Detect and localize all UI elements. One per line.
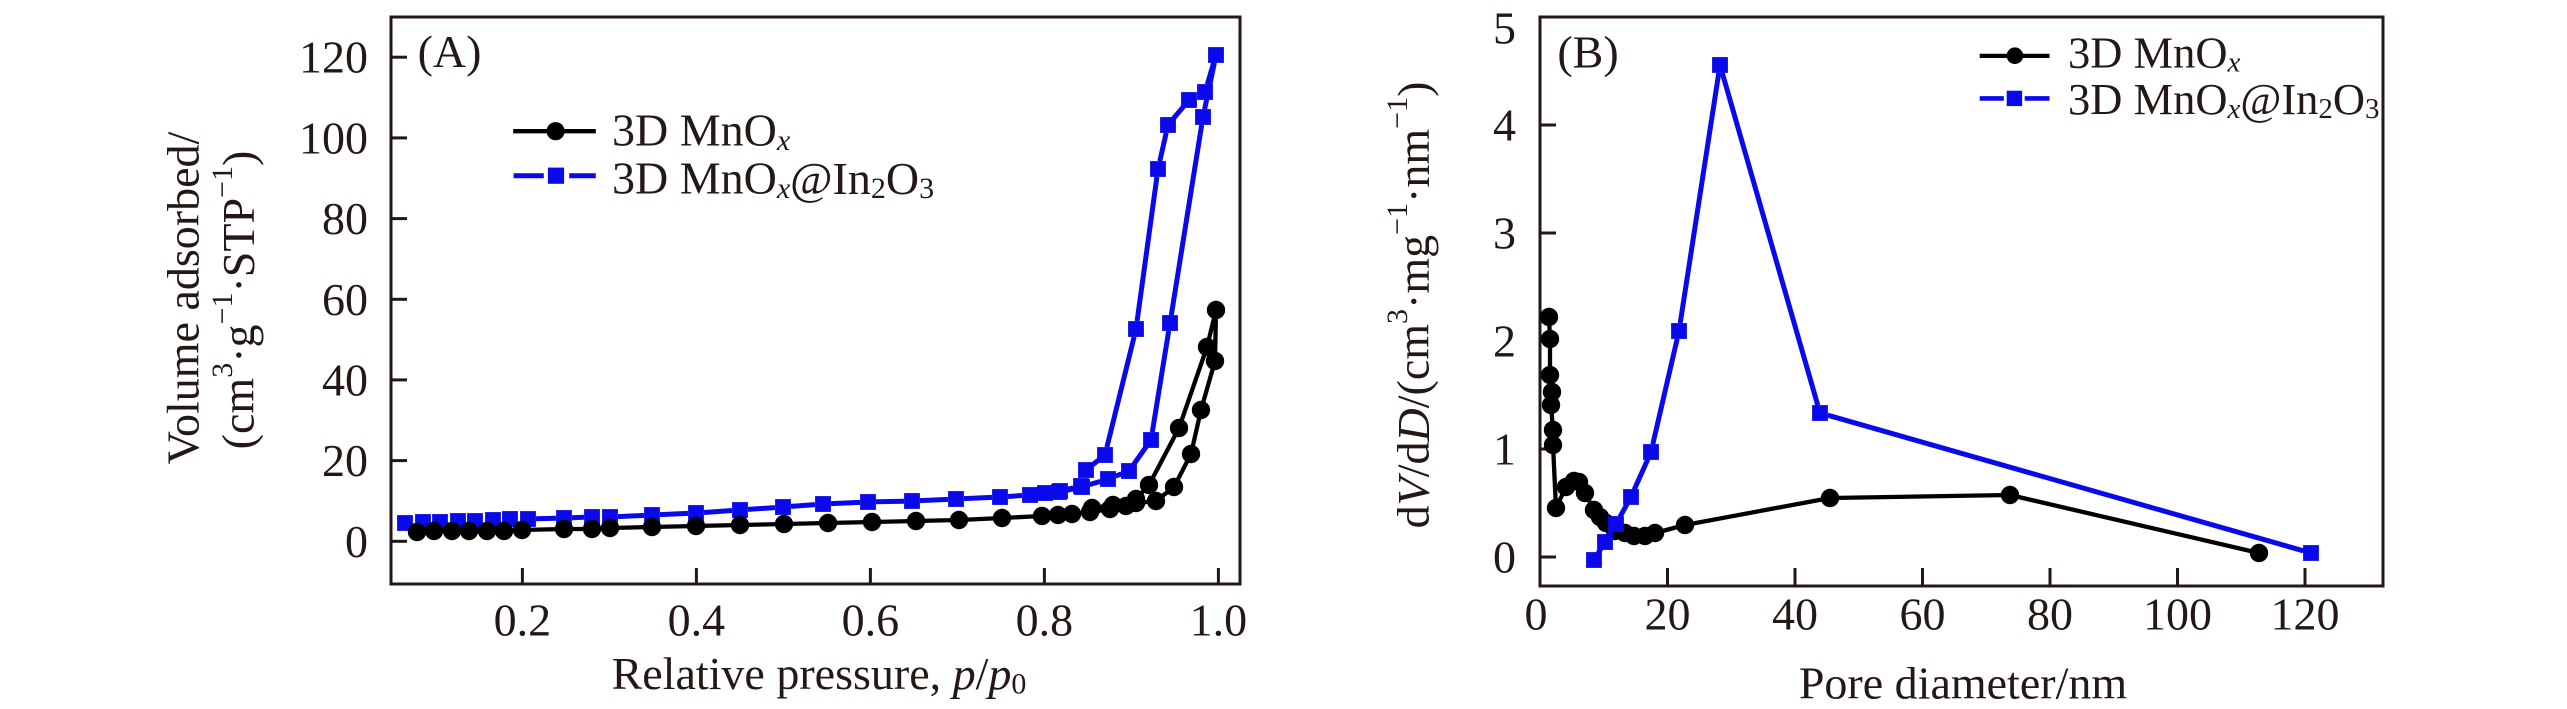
svg-text:60: 60 [322, 274, 368, 325]
svg-text:Relative pressure, p/p0: Relative pressure, p/p0 [612, 648, 1027, 700]
svg-text:0: 0 [345, 516, 368, 567]
svg-text:40: 40 [1772, 589, 1818, 640]
svg-text:0.4: 0.4 [668, 595, 726, 646]
svg-text:80: 80 [322, 193, 368, 244]
svg-text:3: 3 [1493, 208, 1516, 259]
svg-text:100: 100 [2143, 589, 2212, 640]
svg-text:Pore diameter/nm: Pore diameter/nm [1799, 658, 2128, 709]
svg-text:5: 5 [1493, 3, 1516, 54]
svg-text:80: 80 [2027, 589, 2073, 640]
svg-text:Volume adsorbed/: Volume adsorbed/ [158, 131, 209, 464]
svg-text:3D MnOx: 3D MnOx [612, 105, 791, 157]
svg-text:20: 20 [1645, 589, 1691, 640]
svg-text:0.8: 0.8 [1016, 595, 1074, 646]
svg-text:3D MnOx@In2O3: 3D MnOx@In2O3 [612, 153, 934, 205]
svg-text:3D MnOx@In2O3: 3D MnOx@In2O3 [2068, 74, 2380, 125]
svg-text:1: 1 [1493, 424, 1516, 475]
svg-text:4: 4 [1493, 100, 1516, 151]
svg-text:3D MnOx: 3D MnOx [2068, 28, 2240, 79]
svg-text:(B): (B) [1557, 27, 1618, 78]
svg-text:(A): (A) [418, 26, 482, 77]
svg-text:40: 40 [322, 354, 368, 405]
svg-text:120: 120 [299, 32, 368, 83]
svg-text:60: 60 [1900, 589, 1946, 640]
svg-text:120: 120 [2271, 589, 2340, 640]
svg-text:0: 0 [1493, 532, 1516, 583]
svg-text:0: 0 [1525, 589, 1548, 640]
svg-text:0.2: 0.2 [494, 595, 552, 646]
svg-text:1.0: 1.0 [1190, 595, 1248, 646]
svg-text:100: 100 [299, 112, 368, 163]
svg-text:dV/dD/(cm3·mg−1·nm−1): dV/dD/(cm3·mg−1·nm−1) [1381, 82, 1439, 529]
svg-text:0.6: 0.6 [842, 595, 900, 646]
svg-text:20: 20 [322, 435, 368, 486]
svg-text:2: 2 [1493, 316, 1516, 367]
